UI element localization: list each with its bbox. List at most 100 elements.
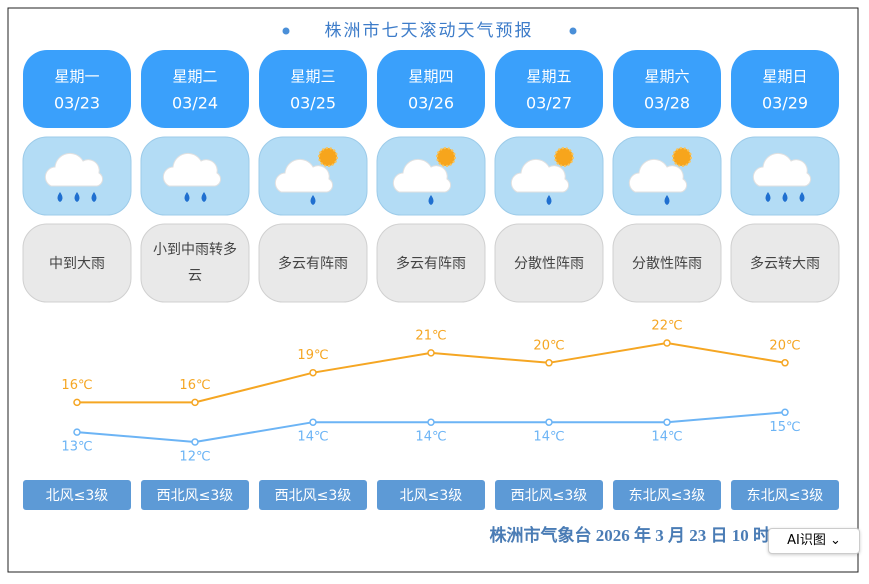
weather-line: 云 — [188, 268, 202, 284]
drop — [57, 192, 63, 202]
temp-point — [545, 359, 553, 367]
temp-label: 14℃ — [533, 430, 564, 445]
title: 株洲市七天滚动天气预报 — [325, 21, 534, 41]
cloud — [510, 158, 570, 193]
ai-button[interactable]: AI识图 ⌄ — [768, 528, 860, 554]
date: 03/28 — [644, 94, 690, 113]
temp-point — [545, 418, 553, 426]
wind: 西北风≤3级 — [511, 488, 588, 504]
wind-box — [613, 480, 721, 510]
wind: 西北风≤3级 — [275, 488, 352, 504]
drop — [184, 192, 190, 202]
weather: 多云转大雨 — [750, 255, 820, 272]
dot — [282, 27, 290, 35]
drop — [782, 192, 788, 202]
day-header — [141, 50, 249, 128]
button-label[interactable]: AI识图 — [787, 533, 826, 548]
weekday: 星期三 — [290, 68, 335, 86]
weather: 多云有阵雨 — [278, 255, 348, 272]
wind-box — [259, 480, 367, 510]
temp-point — [781, 359, 789, 367]
cloud — [274, 158, 334, 193]
temp-label: 14℃ — [297, 430, 328, 445]
footer: 株洲市气象台 2026 年 3 月 23 日 10 时 — [490, 525, 771, 545]
weekday: 星期四 — [408, 68, 453, 86]
cloud — [628, 158, 688, 193]
date: 03/24 — [172, 94, 218, 113]
temp-label: 21℃ — [415, 328, 446, 343]
temp-label: 12℃ — [179, 450, 210, 465]
wind-box — [495, 480, 603, 510]
weather-box — [376, 223, 486, 303]
weekday: 星期二 — [172, 68, 217, 86]
temp-point — [663, 339, 671, 347]
day-header — [377, 50, 485, 128]
weather-line: 小到中雨转多 — [153, 241, 237, 258]
weather: 分散性阵雨 — [514, 256, 584, 272]
drop — [74, 192, 80, 202]
drop — [428, 195, 434, 205]
dot — [569, 27, 577, 35]
sun — [318, 147, 338, 167]
drop — [664, 195, 670, 205]
temp-point — [191, 438, 199, 446]
temp-label: 14℃ — [415, 430, 446, 445]
wind: 东北风≤3级 — [629, 488, 706, 504]
cloud — [162, 152, 222, 187]
temp-point — [427, 349, 435, 357]
drop — [201, 192, 207, 202]
cloud — [392, 158, 452, 193]
day-header — [495, 50, 603, 128]
cloud — [752, 152, 812, 187]
temp-point — [73, 398, 81, 407]
sun — [672, 147, 692, 167]
temp-label: 20℃ — [769, 338, 800, 353]
temp-label: 15℃ — [769, 420, 800, 435]
sun — [554, 147, 574, 167]
drop — [765, 192, 771, 202]
weather: 多云有阵雨 — [396, 255, 466, 272]
weekday: 星期五 — [526, 68, 571, 86]
weekday: 星期六 — [644, 68, 689, 86]
weekday: 星期日 — [762, 68, 807, 86]
temp-point — [781, 408, 789, 417]
date: 03/23 — [54, 94, 100, 113]
temp-label: 13℃ — [61, 440, 92, 455]
weather-box — [258, 223, 368, 303]
temp-label: 22℃ — [651, 319, 682, 334]
temp-point — [309, 368, 317, 377]
temp-label: 14℃ — [651, 430, 682, 445]
cloud — [44, 152, 104, 187]
wind-box — [141, 480, 249, 510]
day-header — [731, 50, 839, 128]
date: 03/26 — [408, 94, 454, 113]
temp-point — [191, 398, 199, 407]
drop — [91, 192, 97, 202]
temp-point — [309, 418, 317, 426]
date: 03/27 — [526, 94, 572, 113]
wind: 北风≤3级 — [400, 488, 463, 504]
temp-point — [427, 418, 435, 426]
weather-box — [140, 223, 250, 303]
weather: 中到大雨 — [49, 256, 105, 272]
temp-label: 19℃ — [297, 348, 328, 363]
weekday: 星期一 — [54, 68, 99, 86]
wind: 西北风≤3级 — [157, 488, 234, 504]
drop — [546, 195, 552, 205]
weather-box — [612, 223, 722, 303]
temp-point — [663, 418, 671, 426]
temp-point — [73, 428, 81, 436]
weather: 分散性阵雨 — [632, 256, 702, 272]
temp-label: 20℃ — [533, 338, 564, 353]
sun — [436, 147, 456, 167]
temp-label: 16℃ — [61, 378, 92, 393]
wind: 东北风≤3级 — [747, 488, 824, 504]
wind-box — [731, 480, 839, 510]
weather-box — [22, 223, 132, 303]
wind-box — [23, 480, 131, 510]
day-header — [23, 50, 131, 128]
day-header — [259, 50, 367, 128]
date: 03/29 — [762, 94, 808, 113]
